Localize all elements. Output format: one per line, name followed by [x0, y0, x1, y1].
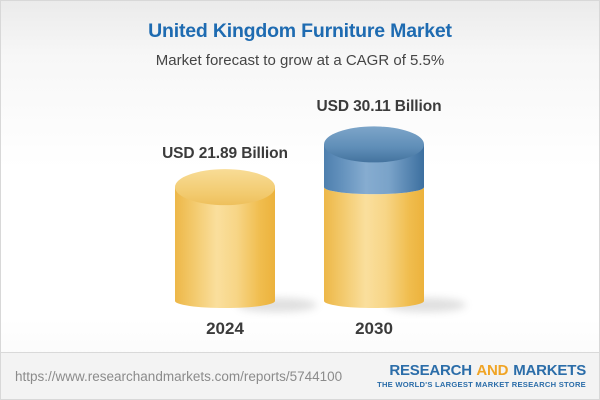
- report-url[interactable]: https://www.researchandmarkets.com/repor…: [15, 368, 343, 384]
- logo-word-research: RESEARCH: [389, 362, 472, 380]
- research-and-markets-logo: RESEARCH AND MARKETS THE WORLD'S LARGEST…: [377, 363, 586, 389]
- cylinder-base-segment-2024: [175, 187, 275, 308]
- logo-word-markets: MARKETS: [513, 362, 586, 380]
- bar-value-label-2024: USD 21.89 Billion: [162, 145, 288, 162]
- chart-subtitle: Market forecast to grow at a CAGR of 5.5…: [155, 52, 445, 69]
- chart-title: United Kingdom Furniture Market: [148, 20, 452, 42]
- cylinder-base-segment-2030: [324, 187, 424, 308]
- logo-tagline: THE WORLD'S LARGEST MARKET RESEARCH STOR…: [377, 380, 586, 390]
- bar-category-label-2024: 2024: [206, 319, 244, 338]
- cylinder-top-2024: [175, 169, 275, 206]
- bar-category-label-2030: 2030: [355, 319, 393, 338]
- footer-bar: https://www.researchandmarkets.com/repor…: [1, 352, 599, 399]
- cylinder-bars: [175, 126, 466, 312]
- cylinder-top-2030: [324, 126, 424, 163]
- bar-value-label-2030: USD 30.11 Billion: [316, 98, 442, 115]
- logo-word-and: AND: [476, 362, 509, 380]
- logo-wordmark: RESEARCH AND MARKETS: [377, 363, 586, 378]
